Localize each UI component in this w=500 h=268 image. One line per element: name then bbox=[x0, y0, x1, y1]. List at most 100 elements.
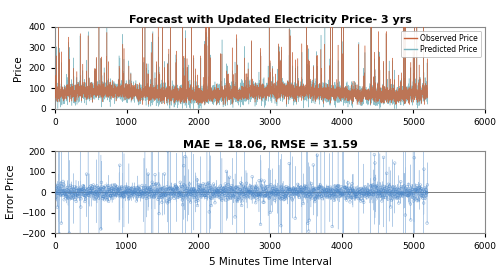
Point bbox=[216, 195, 224, 199]
Point bbox=[291, 187, 299, 192]
Point bbox=[360, 200, 368, 204]
Point bbox=[115, 188, 123, 192]
Point bbox=[79, 184, 87, 188]
Point bbox=[214, 189, 222, 193]
Point bbox=[234, 190, 242, 194]
Point bbox=[375, 192, 383, 196]
Point bbox=[409, 192, 417, 196]
Point bbox=[171, 183, 179, 187]
Point bbox=[74, 194, 82, 198]
Point bbox=[132, 199, 140, 203]
Point bbox=[230, 194, 237, 198]
Point bbox=[136, 194, 144, 198]
Point bbox=[388, 192, 396, 196]
Point bbox=[160, 193, 168, 197]
Point bbox=[96, 187, 104, 192]
Point bbox=[284, 189, 292, 193]
Point bbox=[219, 187, 227, 191]
Point bbox=[351, 192, 359, 196]
Point bbox=[252, 187, 260, 192]
Point bbox=[96, 186, 104, 190]
Point bbox=[236, 192, 244, 197]
Point bbox=[92, 197, 100, 201]
Point bbox=[364, 188, 372, 193]
Point bbox=[422, 193, 430, 198]
Point bbox=[130, 194, 138, 198]
Point bbox=[72, 192, 80, 197]
Point bbox=[269, 186, 277, 191]
Point bbox=[350, 196, 358, 200]
Point bbox=[146, 188, 154, 192]
Point bbox=[256, 192, 264, 196]
Point bbox=[58, 193, 66, 198]
Point bbox=[124, 194, 132, 198]
Point bbox=[210, 194, 218, 198]
Point bbox=[142, 188, 150, 192]
Point bbox=[167, 192, 175, 196]
Point bbox=[118, 191, 126, 196]
Point bbox=[58, 189, 66, 193]
Point bbox=[187, 192, 195, 197]
Point bbox=[93, 193, 101, 197]
Point bbox=[146, 185, 154, 189]
Point bbox=[355, 187, 363, 191]
Point bbox=[109, 189, 117, 193]
Point bbox=[84, 193, 92, 198]
Point bbox=[138, 183, 146, 188]
Point bbox=[350, 190, 358, 194]
Point bbox=[244, 195, 252, 199]
Point bbox=[396, 191, 404, 195]
Point bbox=[131, 190, 139, 194]
Point bbox=[256, 194, 264, 199]
Point bbox=[376, 194, 384, 198]
Point bbox=[194, 203, 202, 208]
Point bbox=[179, 196, 187, 200]
Point bbox=[306, 192, 314, 196]
Point bbox=[365, 192, 373, 196]
Point bbox=[153, 188, 161, 192]
Point bbox=[300, 187, 308, 191]
Point bbox=[74, 189, 82, 193]
Point bbox=[79, 193, 87, 197]
Point bbox=[76, 188, 84, 192]
Point bbox=[412, 188, 420, 192]
Point bbox=[347, 188, 355, 193]
Point bbox=[362, 193, 370, 198]
Point bbox=[316, 184, 324, 189]
Point bbox=[236, 188, 244, 192]
Point bbox=[308, 188, 316, 192]
Point bbox=[332, 193, 340, 197]
Point bbox=[196, 186, 204, 190]
Point bbox=[138, 189, 145, 193]
Point bbox=[366, 190, 374, 194]
Point bbox=[174, 195, 182, 199]
Point bbox=[391, 192, 399, 196]
Point bbox=[415, 197, 423, 202]
Point bbox=[420, 124, 428, 128]
Point bbox=[152, 182, 160, 187]
Point bbox=[57, 192, 65, 196]
Point bbox=[74, 192, 82, 196]
Point bbox=[279, 188, 287, 192]
Point bbox=[56, 193, 64, 197]
Point bbox=[202, 189, 210, 193]
Point bbox=[258, 184, 266, 188]
Point bbox=[268, 191, 276, 195]
Point bbox=[184, 186, 192, 191]
Point bbox=[310, 187, 318, 192]
Point bbox=[190, 187, 198, 191]
Point bbox=[122, 192, 130, 196]
Point bbox=[226, 190, 234, 194]
Point bbox=[278, 185, 285, 189]
Point bbox=[183, 186, 191, 191]
Point bbox=[372, 190, 380, 194]
Point bbox=[360, 191, 368, 195]
Point bbox=[186, 189, 194, 194]
Point bbox=[75, 187, 83, 191]
Point bbox=[382, 190, 390, 194]
Point bbox=[373, 186, 381, 190]
Point bbox=[365, 193, 373, 197]
Point bbox=[228, 189, 236, 193]
Point bbox=[306, 194, 314, 198]
Point bbox=[169, 187, 177, 192]
